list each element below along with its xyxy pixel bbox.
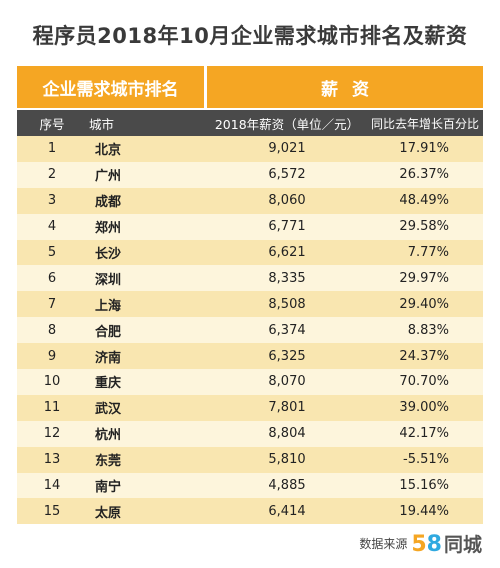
city-cell: 武汉 (95, 402, 122, 418)
brand-logo: 5 8 同城 (411, 530, 482, 557)
table-row: 8 合肥 6,374 8.83% (17, 317, 483, 344)
city-cell: 郑州 (95, 221, 122, 237)
growth-cell: 29.40% (399, 296, 449, 312)
group-header-ranking: 企业需求城市排名 (17, 66, 204, 108)
page-title: 程序员2018年10月企业需求城市排名及薪资 (32, 24, 468, 48)
city-cell: 重庆 (95, 376, 122, 392)
salary-cell: 6,325 (268, 348, 306, 364)
salary-cell: 8,508 (268, 296, 306, 312)
salary-cell: 5,810 (268, 452, 306, 468)
rank-cell: 7 (47, 296, 57, 312)
rank-cell: 15 (43, 503, 61, 519)
table-row: 14 南宁 4,885 15.16% (17, 472, 483, 499)
ranking-table: 企业需求城市排名 薪资 序号 城市 2018年薪资（单位／元） 同比去年增长百分… (17, 66, 483, 525)
growth-cell: 29.58% (399, 219, 449, 235)
city-cell: 济南 (95, 350, 122, 366)
growth-cell: 42.17% (399, 426, 449, 442)
table-row: 9 济南 6,325 24.37% (17, 343, 483, 370)
rank-cell: 2 (47, 167, 57, 183)
table-row: 13 东莞 5,810 -5.51% (17, 446, 483, 473)
growth-cell: 26.37% (399, 167, 449, 183)
growth-cell: 24.37% (399, 348, 449, 364)
table-row: 12 杭州 8,804 42.17% (17, 420, 483, 447)
group-header-salary-label: 薪资 (321, 79, 383, 100)
salary-cell: 9,021 (268, 141, 306, 157)
group-header-salary: 薪资 (207, 66, 483, 108)
table-row: 3 成都 8,060 48.49% (17, 187, 483, 214)
column-header-city: 城市 (89, 116, 115, 132)
city-cell: 北京 (95, 143, 122, 159)
city-cell: 合肥 (95, 324, 122, 340)
column-header-row: 序号 城市 2018年薪资（单位／元） 同比去年增长百分比 (17, 110, 483, 136)
table-row: 2 广州 6,572 26.37% (17, 161, 483, 188)
column-header-salary: 2018年薪资（单位／元） (214, 116, 360, 132)
city-cell: 长沙 (95, 247, 122, 262)
salary-cell: 7,801 (268, 400, 306, 416)
city-cell: 南宁 (95, 480, 122, 496)
rank-cell: 4 (47, 219, 57, 235)
salary-cell: 8,070 (268, 374, 306, 390)
city-cell: 上海 (95, 298, 122, 314)
growth-cell: 29.97% (399, 270, 449, 286)
rank-cell: 9 (47, 348, 57, 364)
growth-cell: 70.70% (399, 374, 449, 390)
table-row: 7 上海 8,508 29.40% (17, 291, 483, 318)
table-row: 6 深圳 8,335 29.97% (17, 265, 483, 292)
column-header-rank: 序号 (39, 116, 65, 132)
salary-cell: 8,060 (268, 193, 306, 209)
logo-text: 同城 (443, 534, 482, 556)
salary-cell: 6,414 (268, 503, 306, 519)
growth-cell: 15.16% (399, 478, 449, 494)
logo-digit-8: 8 (426, 532, 442, 557)
salary-cell: 6,374 (268, 322, 306, 338)
rank-cell: 8 (47, 322, 57, 338)
salary-cell: 6,621 (268, 245, 306, 260)
city-cell: 东莞 (95, 454, 122, 470)
rank-cell: 5 (47, 245, 57, 260)
growth-cell: 7.77% (407, 245, 449, 260)
rank-cell: 11 (43, 400, 61, 416)
rank-cell: 13 (43, 452, 61, 468)
table-row: 10 重庆 8,070 70.70% (17, 369, 483, 395)
growth-cell: 19.44% (399, 503, 449, 519)
growth-cell: 39.00% (399, 400, 449, 416)
city-cell: 太原 (95, 505, 122, 521)
table-row: 11 武汉 7,801 39.00% (17, 394, 483, 421)
table-row: 5 长沙 6,621 7.77% (17, 239, 483, 266)
group-header-row: 企业需求城市排名 薪资 (17, 66, 483, 108)
salary-cell: 8,804 (268, 426, 306, 442)
table-row: 15 太原 6,414 19.44% (17, 498, 483, 525)
city-cell: 成都 (95, 195, 122, 211)
city-cell: 广州 (95, 169, 122, 185)
salary-cell: 6,771 (268, 219, 306, 235)
rank-cell: 12 (43, 426, 61, 442)
growth-cell: 8.83% (407, 322, 449, 338)
growth-cell: 17.91% (399, 141, 449, 157)
city-cell: 杭州 (95, 428, 122, 444)
table-body: 1 北京 9,021 17.91% 2 广州 6,572 26.37% 3 成都 8,060 48.4… (17, 136, 483, 525)
table-row: 1 北京 9,021 17.91% (17, 136, 483, 162)
city-cell: 深圳 (95, 272, 122, 288)
source-label: 数据来源 (359, 537, 408, 551)
rank-cell: 14 (43, 478, 61, 494)
rank-cell: 10 (43, 374, 61, 390)
rank-cell: 6 (47, 270, 57, 286)
source-footer: 数据来源 5 8 同城 (359, 530, 482, 557)
salary-cell: 4,885 (268, 478, 306, 494)
column-header-growth: 同比去年增长百分比 (370, 116, 479, 131)
rank-cell: 3 (47, 193, 57, 209)
salary-cell: 8,335 (268, 270, 306, 286)
growth-cell: 48.49% (399, 193, 449, 209)
growth-cell: -5.51% (403, 452, 449, 468)
table-row: 4 郑州 6,771 29.58% (17, 213, 483, 240)
logo-digit-5: 5 (411, 532, 427, 557)
rank-cell: 1 (47, 141, 57, 157)
salary-cell: 6,572 (268, 167, 306, 183)
